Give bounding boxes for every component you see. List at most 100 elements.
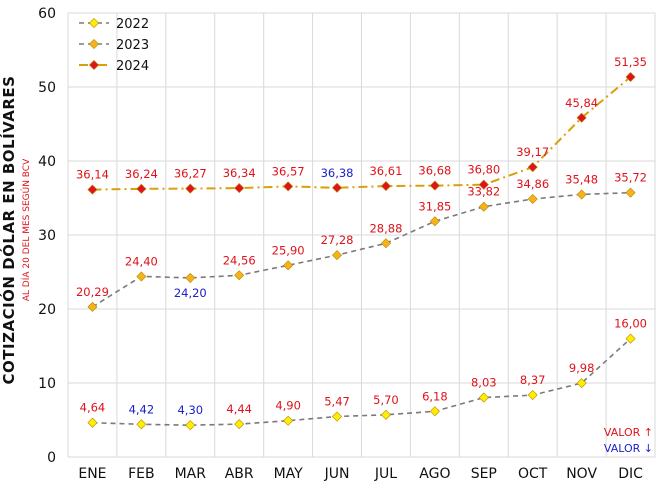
data-label-2023: 35,72: [614, 171, 647, 185]
data-label-2022: 4,42: [129, 402, 155, 416]
data-labels: 4,64 4,42 4,30 4,44 4,90 5,47 5,70 6,18 8,03 8,37…: [76, 55, 647, 417]
data-point-2024: [332, 182, 343, 193]
legend-label-2023: 2023: [116, 38, 149, 53]
data-label-2024: 36,80: [467, 163, 500, 177]
y-tick-label: 0: [47, 450, 56, 466]
x-tick-label: NOV: [566, 466, 597, 482]
data-label-2023: 24,20: [174, 286, 207, 300]
legend-marker-2023: [88, 38, 100, 50]
data-point-2022: [332, 411, 343, 422]
data-label-2024: 45,84: [565, 96, 598, 110]
data-point-2024: [527, 162, 538, 173]
data-point-2022: [478, 392, 489, 403]
y-tick-label: 30: [38, 228, 56, 244]
data-point-2022: [625, 333, 636, 344]
data-point-2022: [527, 390, 538, 401]
data-label-2023: 35,48: [565, 172, 598, 186]
series-markers: [87, 71, 636, 431]
x-tick-label: AGO: [419, 466, 450, 482]
data-point-2024: [625, 71, 636, 83]
data-label-2023: 33,82: [467, 185, 500, 199]
x-tick-label: MAY: [274, 466, 304, 482]
data-point-2023: [185, 272, 196, 283]
series-lines: [92, 76, 632, 427]
data-point-2023: [283, 260, 294, 271]
x-tick-label: JUN: [324, 466, 350, 482]
data-point-2024: [429, 180, 440, 191]
x-tick-label: MAR: [175, 466, 207, 482]
data-point-2023: [380, 238, 391, 249]
legend-marker-2024: [88, 59, 100, 71]
legend: 2022 2023 2024: [79, 17, 149, 74]
data-point-2022: [136, 419, 147, 430]
x-tick-label: FEB: [128, 466, 155, 482]
data-label-2022: 4,64: [80, 401, 106, 415]
x-tick-label: SEP: [471, 466, 497, 482]
grid: [67, 12, 656, 458]
x-tick-label: OCT: [518, 466, 548, 482]
data-point-2024: [185, 183, 196, 194]
data-label-2023: 24,40: [125, 254, 158, 268]
y-axis-label: COTIZACIÓN DÓLAR EN BOLÍVARES: [0, 76, 18, 385]
x-axis-ticks: ENE FEB MAR ABR MAY JUN JUL AGO SEP OCT NOV DIC: [78, 466, 643, 482]
data-label-2023: 28,88: [369, 221, 402, 235]
data-point-2023: [332, 250, 343, 261]
data-label-2022: 6,18: [422, 389, 448, 403]
data-point-2023: [136, 271, 147, 282]
series-line-2022: [92, 338, 632, 427]
data-point-2022: [429, 406, 440, 417]
data-point-2022: [234, 419, 245, 430]
data-label-2022: 8,03: [471, 376, 497, 390]
data-point-2022: [380, 409, 391, 420]
data-label-2023: 24,56: [223, 253, 256, 267]
data-point-2024: [136, 183, 147, 194]
data-point-2024: [478, 179, 489, 190]
series-line-2023: [92, 191, 631, 308]
y-axis-sublabel: AL DÍA 20 DEL MES SEGÚN BCV: [20, 158, 32, 301]
data-point-2024: [234, 183, 245, 194]
data-label-2024: 39,17: [516, 145, 549, 159]
data-label-2024: 36,38: [321, 166, 354, 180]
data-label-2022: 4,44: [226, 402, 252, 416]
data-label-2023: 34,86: [516, 177, 549, 191]
data-label-2022: 8,37: [520, 373, 546, 387]
data-label-2022: 5,70: [373, 393, 399, 407]
y-tick-label: 20: [38, 302, 56, 318]
series-line-2024: [92, 76, 632, 191]
data-label-2024: 36,14: [76, 168, 109, 182]
x-tick-label: JUL: [374, 466, 397, 482]
data-label-2024: 36,68: [418, 164, 451, 178]
data-label-2024: 36,34: [223, 166, 256, 180]
data-point-2023: [429, 216, 440, 227]
data-label-2023: 20,29: [76, 285, 109, 299]
data-point-2022: [87, 417, 98, 428]
data-label-2024: 36,57: [272, 164, 305, 178]
x-tick-label: DIC: [618, 466, 643, 482]
x-tick-label: ABR: [225, 466, 254, 482]
y-tick-label: 60: [38, 6, 56, 22]
data-point-2023: [576, 189, 587, 200]
data-label-2022: 9,98: [569, 361, 595, 375]
data-point-2023: [625, 187, 636, 198]
y-tick-label: 50: [38, 80, 56, 96]
data-label-2022: 5,47: [324, 395, 350, 409]
data-point-2024: [283, 181, 294, 192]
legend-label-2022: 2022: [116, 17, 149, 32]
data-point-2024: [380, 181, 391, 192]
y-tick-label: 10: [38, 376, 56, 392]
legend-label-2024: 2024: [116, 59, 149, 74]
legend-marker-2022: [88, 17, 100, 29]
data-point-2024: [87, 184, 98, 195]
data-point-2022: [283, 415, 294, 426]
data-label-2024: 36,27: [174, 167, 207, 181]
data-point-2022: [576, 378, 587, 389]
data-label-2024: 51,35: [614, 55, 647, 69]
data-label-2023: 25,90: [272, 243, 305, 257]
data-label-2023: 31,85: [418, 199, 451, 213]
data-point-2023: [234, 270, 245, 281]
y-axis-ticks: 0 10 20 30 40 50 60: [38, 6, 56, 466]
data-point-2023: [478, 201, 489, 212]
data-label-2024: 36,61: [369, 164, 402, 178]
data-label-2024: 36,24: [125, 167, 158, 181]
